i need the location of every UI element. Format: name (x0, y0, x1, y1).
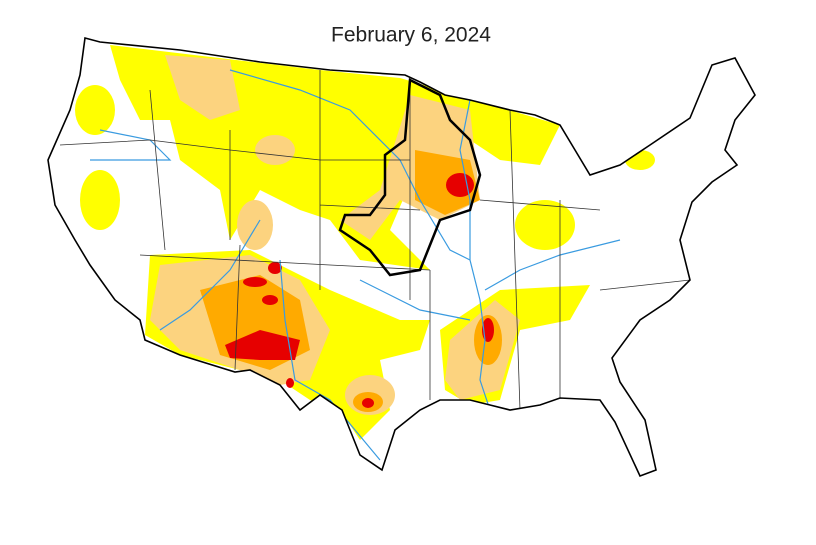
outlined-region (338, 78, 482, 277)
map-title: February 6, 2024 (331, 24, 491, 47)
